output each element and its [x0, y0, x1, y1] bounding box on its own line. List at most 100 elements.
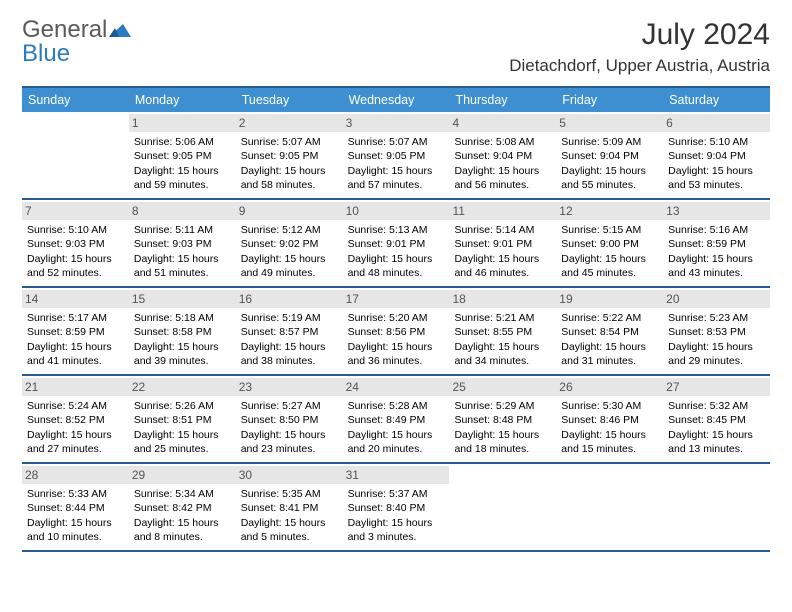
date-number: 24 — [343, 378, 450, 396]
date-number: 3 — [343, 114, 450, 132]
date-number: 8 — [129, 202, 236, 220]
sunrise-text: Sunrise: 5:22 AM — [561, 311, 658, 325]
date-number: 5 — [556, 114, 663, 132]
sunrise-text: Sunrise: 5:09 AM — [561, 135, 658, 149]
daylight-text: Daylight: 15 hours and 8 minutes. — [134, 516, 231, 544]
week-row: 7Sunrise: 5:10 AMSunset: 9:03 PMDaylight… — [22, 200, 770, 288]
date-number: 18 — [449, 290, 556, 308]
date-number: 30 — [236, 466, 343, 484]
sunrise-text: Sunrise: 5:37 AM — [348, 487, 445, 501]
date-number: 16 — [236, 290, 343, 308]
sunset-text: Sunset: 9:03 PM — [134, 237, 231, 251]
sunset-text: Sunset: 9:05 PM — [348, 149, 445, 163]
day-cell: 25Sunrise: 5:29 AMSunset: 8:48 PMDayligh… — [449, 376, 556, 462]
daylight-text: Daylight: 15 hours and 56 minutes. — [454, 164, 551, 192]
date-number — [449, 466, 556, 484]
sunrise-text: Sunrise: 5:34 AM — [134, 487, 231, 501]
day-header-tue: Tuesday — [236, 88, 343, 112]
date-number: 27 — [663, 378, 770, 396]
daylight-text: Daylight: 15 hours and 49 minutes. — [241, 252, 338, 280]
daylight-text: Daylight: 15 hours and 13 minutes. — [668, 428, 765, 456]
sunrise-text: Sunrise: 5:14 AM — [454, 223, 551, 237]
location: Dietachdorf, Upper Austria, Austria — [509, 56, 770, 76]
daylight-text: Daylight: 15 hours and 58 minutes. — [241, 164, 338, 192]
sunrise-text: Sunrise: 5:17 AM — [27, 311, 124, 325]
date-number: 1 — [129, 114, 236, 132]
day-cell: 13Sunrise: 5:16 AMSunset: 8:59 PMDayligh… — [663, 200, 770, 286]
daylight-text: Daylight: 15 hours and 18 minutes. — [454, 428, 551, 456]
sunset-text: Sunset: 9:04 PM — [561, 149, 658, 163]
date-number: 10 — [343, 202, 450, 220]
daylight-text: Daylight: 15 hours and 59 minutes. — [134, 164, 231, 192]
day-cell: 15Sunrise: 5:18 AMSunset: 8:58 PMDayligh… — [129, 288, 236, 374]
day-cell: 10Sunrise: 5:13 AMSunset: 9:01 PMDayligh… — [343, 200, 450, 286]
sunset-text: Sunset: 9:02 PM — [241, 237, 338, 251]
day-cell — [663, 464, 770, 550]
day-header-fri: Friday — [556, 88, 663, 112]
day-cell: 6Sunrise: 5:10 AMSunset: 9:04 PMDaylight… — [663, 112, 770, 198]
daylight-text: Daylight: 15 hours and 31 minutes. — [561, 340, 658, 368]
daylight-text: Daylight: 15 hours and 53 minutes. — [668, 164, 765, 192]
sunset-text: Sunset: 8:51 PM — [134, 413, 231, 427]
logo: General Blue — [22, 18, 131, 66]
day-cell: 1Sunrise: 5:06 AMSunset: 9:05 PMDaylight… — [129, 112, 236, 198]
day-cell: 2Sunrise: 5:07 AMSunset: 9:05 PMDaylight… — [236, 112, 343, 198]
daylight-text: Daylight: 15 hours and 27 minutes. — [27, 428, 124, 456]
date-number: 2 — [236, 114, 343, 132]
daylight-text: Daylight: 15 hours and 29 minutes. — [668, 340, 765, 368]
day-cell: 23Sunrise: 5:27 AMSunset: 8:50 PMDayligh… — [236, 376, 343, 462]
day-cell: 28Sunrise: 5:33 AMSunset: 8:44 PMDayligh… — [22, 464, 129, 550]
daylight-text: Daylight: 15 hours and 10 minutes. — [27, 516, 124, 544]
sunrise-text: Sunrise: 5:23 AM — [668, 311, 765, 325]
day-cell: 14 Sunrise: 5:17 AMSunset: 8:59 PMDayligh… — [22, 288, 129, 374]
daylight-text: Daylight: 15 hours and 41 minutes. — [27, 340, 124, 368]
sunset-text: Sunset: 8:59 PM — [668, 237, 765, 251]
sunrise-text: Sunrise: 5:06 AM — [134, 135, 231, 149]
day-cell — [449, 464, 556, 550]
daylight-text: Daylight: 15 hours and 20 minutes. — [348, 428, 445, 456]
day-header-mon: Monday — [129, 88, 236, 112]
sunset-text: Sunset: 8:46 PM — [561, 413, 658, 427]
date-number: 14 — [22, 290, 129, 308]
daylight-text: Daylight: 15 hours and 39 minutes. — [134, 340, 231, 368]
sunset-text: Sunset: 9:01 PM — [454, 237, 551, 251]
day-cell: 18Sunrise: 5:21 AMSunset: 8:55 PMDayligh… — [449, 288, 556, 374]
daylight-text: Daylight: 15 hours and 46 minutes. — [454, 252, 551, 280]
daylight-text: Daylight: 15 hours and 15 minutes. — [561, 428, 658, 456]
daylight-text: Daylight: 15 hours and 48 minutes. — [348, 252, 445, 280]
date-number: 9 — [236, 202, 343, 220]
date-number — [22, 114, 129, 132]
weeks-container: 1Sunrise: 5:06 AMSunset: 9:05 PMDaylight… — [22, 112, 770, 552]
daylight-text: Daylight: 15 hours and 38 minutes. — [241, 340, 338, 368]
sunrise-text: Sunrise: 5:15 AM — [561, 223, 658, 237]
date-number: 21 — [22, 378, 129, 396]
daylight-text: Daylight: 15 hours and 43 minutes. — [668, 252, 765, 280]
date-number: 22 — [129, 378, 236, 396]
day-cell: 8Sunrise: 5:11 AMSunset: 9:03 PMDaylight… — [129, 200, 236, 286]
sunset-text: Sunset: 8:48 PM — [454, 413, 551, 427]
sunrise-text: Sunrise: 5:07 AM — [348, 135, 445, 149]
daylight-text: Daylight: 15 hours and 57 minutes. — [348, 164, 445, 192]
date-number: 29 — [129, 466, 236, 484]
date-number: 23 — [236, 378, 343, 396]
day-cell — [556, 464, 663, 550]
daylight-text: Daylight: 15 hours and 36 minutes. — [348, 340, 445, 368]
daylight-text: Daylight: 15 hours and 5 minutes. — [241, 516, 338, 544]
date-number: 31 — [343, 466, 450, 484]
sunset-text: Sunset: 8:52 PM — [27, 413, 124, 427]
day-cell: 19Sunrise: 5:22 AMSunset: 8:54 PMDayligh… — [556, 288, 663, 374]
sunset-text: Sunset: 8:40 PM — [348, 501, 445, 515]
day-cell: 9Sunrise: 5:12 AMSunset: 9:02 PMDaylight… — [236, 200, 343, 286]
daylight-text: Daylight: 15 hours and 45 minutes. — [561, 252, 658, 280]
date-number: 12 — [556, 202, 663, 220]
daylight-text: Daylight: 15 hours and 34 minutes. — [454, 340, 551, 368]
sunset-text: Sunset: 8:59 PM — [27, 325, 124, 339]
sunset-text: Sunset: 8:41 PM — [241, 501, 338, 515]
day-cell: 7Sunrise: 5:10 AMSunset: 9:03 PMDaylight… — [22, 200, 129, 286]
daylight-text: Daylight: 15 hours and 52 minutes. — [27, 252, 124, 280]
sunrise-text: Sunrise: 5:16 AM — [668, 223, 765, 237]
day-cell: 17Sunrise: 5:20 AMSunset: 8:56 PMDayligh… — [343, 288, 450, 374]
daylight-text: Daylight: 15 hours and 23 minutes. — [241, 428, 338, 456]
date-number: 4 — [449, 114, 556, 132]
date-number — [556, 466, 663, 484]
